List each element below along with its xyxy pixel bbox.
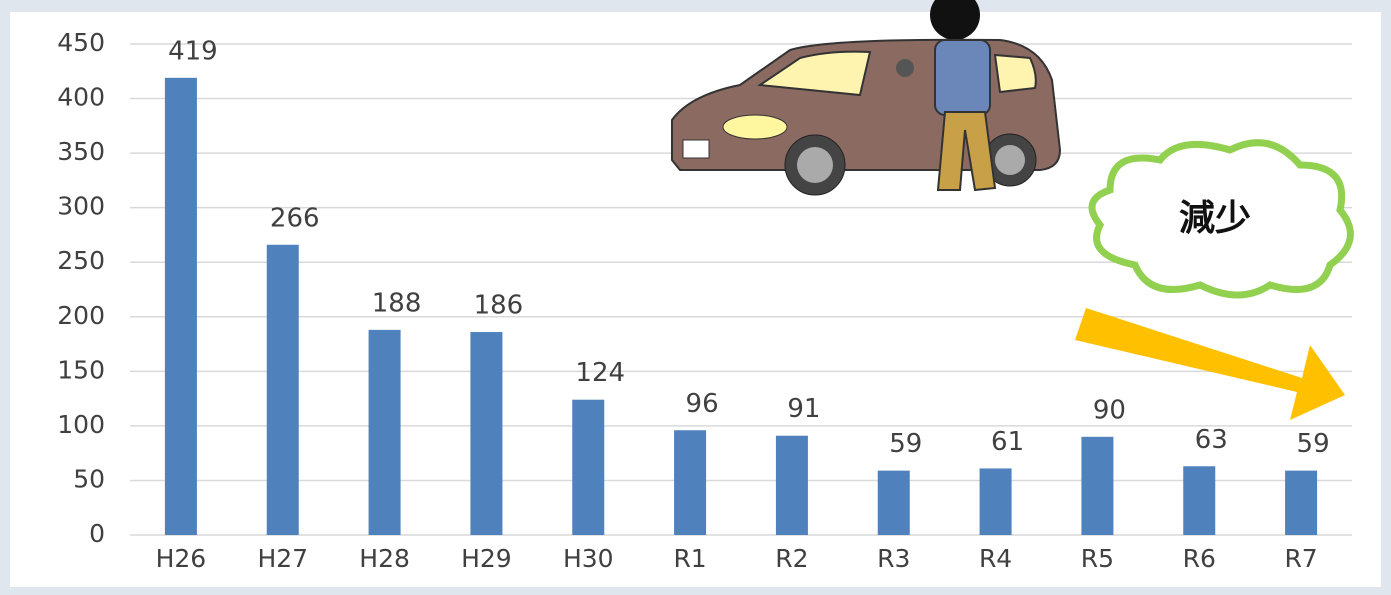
value-label: 61 — [991, 427, 1024, 457]
y-tick-label: 350 — [57, 137, 105, 166]
value-label: 419 — [168, 36, 218, 66]
value-label: 188 — [372, 288, 422, 318]
y-tick-label: 100 — [57, 410, 105, 439]
x-tick-label: R6 — [1183, 544, 1216, 573]
value-label: 91 — [787, 394, 820, 424]
value-label: 124 — [575, 358, 625, 388]
x-tick-label: H26 — [156, 544, 207, 573]
x-tick-label: R2 — [775, 544, 808, 573]
value-label: 63 — [1195, 425, 1228, 455]
x-tick-label: H29 — [461, 544, 512, 573]
value-label: 96 — [686, 389, 719, 419]
x-tick-label: R7 — [1284, 544, 1317, 573]
value-label: 59 — [889, 429, 922, 459]
y-tick-label: 0 — [89, 519, 105, 548]
bar — [980, 468, 1012, 535]
y-tick-label: 400 — [57, 83, 105, 112]
bar — [369, 330, 401, 535]
bar — [674, 430, 706, 535]
y-tick-label: 250 — [57, 246, 105, 275]
x-tick-label: R1 — [673, 544, 706, 573]
value-label: 59 — [1297, 429, 1330, 459]
y-tick-label: 200 — [57, 301, 105, 330]
bar — [572, 400, 604, 535]
x-tick-label: H27 — [257, 544, 308, 573]
page: {"chart_data": {"type": "bar", "categori… — [0, 0, 1391, 595]
y-tick-label: 300 — [57, 192, 105, 221]
bar — [267, 245, 299, 535]
y-tick-label: 150 — [57, 355, 105, 384]
x-tick-label: R5 — [1081, 544, 1114, 573]
x-tick-label: H28 — [359, 544, 410, 573]
x-tick-label: R4 — [979, 544, 1012, 573]
value-label: 266 — [270, 203, 320, 233]
bar — [1081, 437, 1113, 535]
bar — [165, 78, 197, 535]
bar — [1285, 471, 1317, 535]
bar — [776, 436, 808, 535]
value-label: 186 — [474, 291, 524, 321]
x-tick-label: H30 — [563, 544, 614, 573]
value-label: 90 — [1093, 395, 1126, 425]
y-tick-label: 50 — [73, 464, 105, 493]
bar — [470, 332, 502, 535]
bar — [1183, 466, 1215, 535]
annotation: 減少 — [1179, 198, 1251, 239]
bar — [878, 471, 910, 535]
y-tick-label: 450 — [57, 28, 105, 57]
x-tick-label: R3 — [877, 544, 910, 573]
chart: 0 50 100 150 200 250 300 350 400 450 H26 419 H27 266 H… — [0, 0, 1391, 595]
